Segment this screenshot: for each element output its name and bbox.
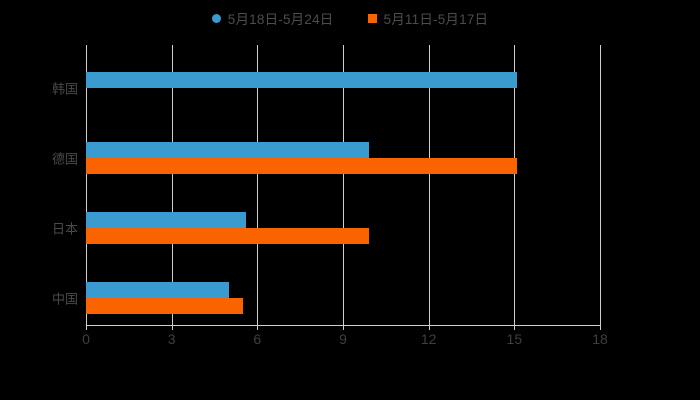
legend-item-series-2[interactable]: 5月11日-5月17日: [367, 8, 489, 28]
y-axis-line: [86, 45, 87, 325]
gridline: [514, 45, 516, 325]
y-axis-label-4: 中国: [51, 291, 78, 307]
x-axis-label-6: 15: [506, 331, 523, 347]
gridline: [428, 45, 430, 325]
bar-2-4[interactable]: [86, 298, 244, 315]
x-axis-label-3: 6: [253, 331, 262, 347]
chart-legend: 5月18日-5月24日 5月11日-5月17日: [0, 8, 700, 28]
x-axis-label-1: 0: [82, 331, 90, 347]
bar-1-2[interactable]: [86, 142, 369, 159]
x-axis-label-2: 3: [167, 331, 176, 347]
bar-2-2[interactable]: [86, 158, 518, 175]
x-axis-tick-mark: [171, 325, 173, 330]
gridline: [171, 45, 173, 325]
y-axis-labels: 韩国 德国 日本 中国: [0, 0, 78, 400]
legend-item-series-1[interactable]: 5月18日-5月24日: [211, 8, 334, 28]
x-axis-label-4: 9: [339, 331, 347, 347]
bar-2-3[interactable]: [86, 228, 369, 245]
x-axis-tick-mark: [343, 325, 344, 330]
bar-1-4[interactable]: [86, 282, 229, 299]
legend-square-marker-icon: [367, 13, 377, 23]
gridline: [600, 45, 601, 325]
plot-area: [86, 45, 601, 325]
x-axis-tick-mark: [600, 325, 601, 330]
bar-1-1[interactable]: [86, 72, 518, 89]
bar-1-3[interactable]: [86, 212, 246, 229]
gridline: [343, 45, 344, 325]
x-axis-tick-mark: [514, 325, 516, 330]
x-axis-tick-mark: [86, 325, 87, 330]
gridline: [257, 45, 259, 325]
legend-label-series-1: 5月18日-5月24日: [227, 12, 334, 27]
y-axis-label-1: 韩国: [51, 81, 78, 97]
x-axis-tick-mark: [257, 325, 259, 330]
x-axis-label-5: 12: [420, 331, 437, 347]
x-axis-label-7: 18: [592, 331, 608, 347]
legend-label-series-2: 5月11日-5月17日: [383, 12, 489, 27]
y-axis-label-2: 德国: [51, 151, 78, 167]
x-axis-tick-mark: [428, 325, 430, 330]
legend-circle-marker-icon: [211, 13, 221, 23]
y-axis-label-3: 日本: [51, 221, 78, 237]
